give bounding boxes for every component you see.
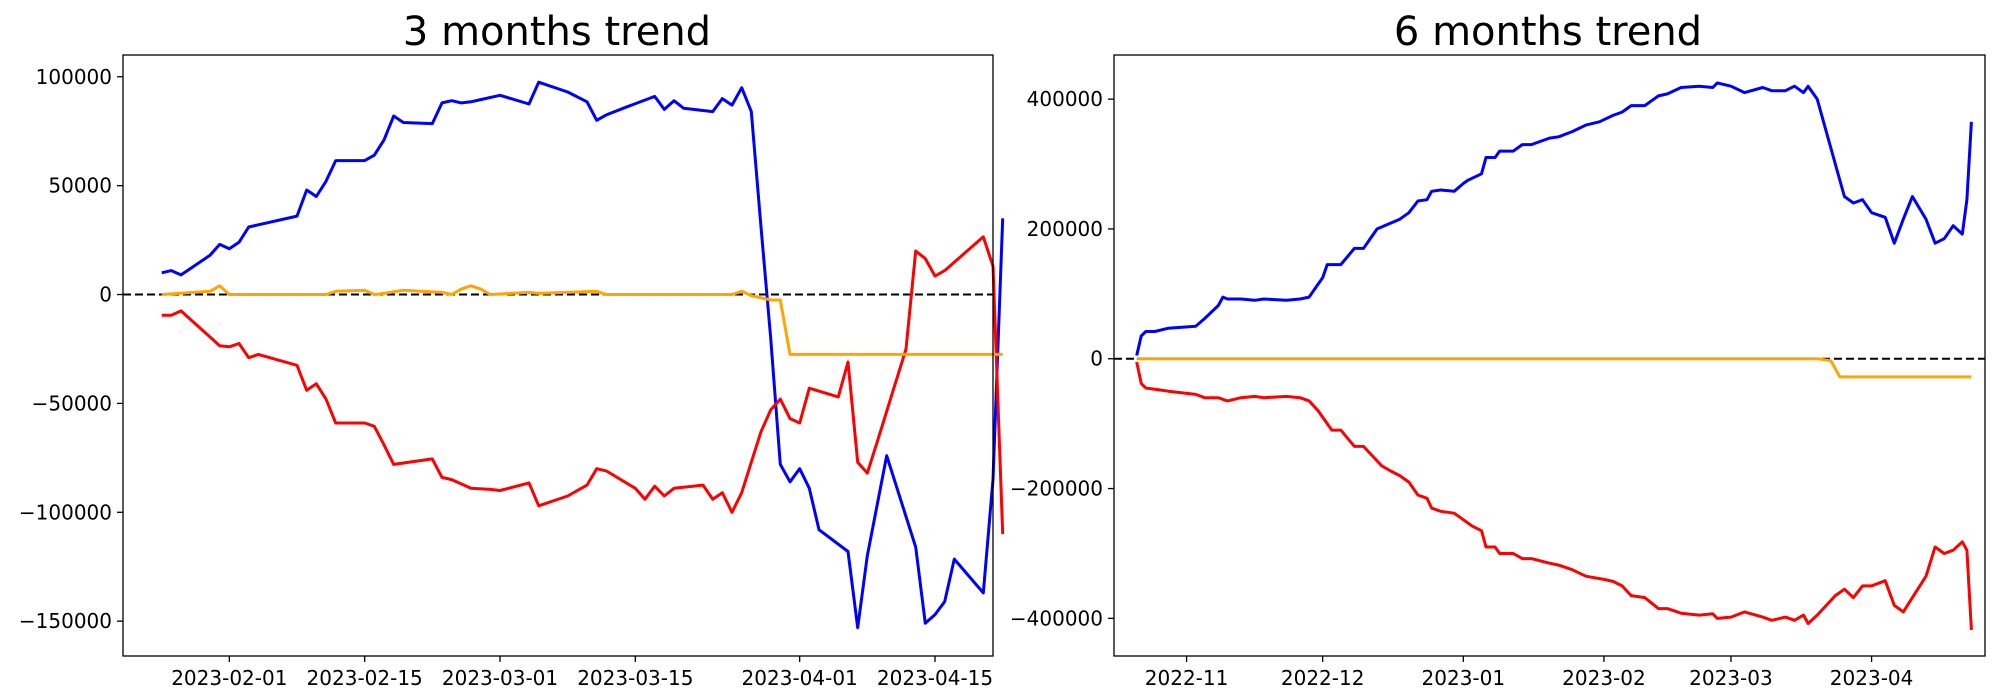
series-line-1 (1135, 81, 1973, 356)
x-tick-label: 2023-03-01 (442, 666, 558, 690)
x-tick-label: 2023-02-15 (307, 666, 423, 690)
series-line-3 (161, 284, 1003, 356)
x-tick-label: 2023-02-01 (171, 666, 287, 690)
y-tick-label: −50000 (32, 391, 112, 415)
y-tick-label: −400000 (1010, 606, 1103, 630)
x-tick-label: 2023-04 (1830, 666, 1914, 690)
y-tick-label: 0 (99, 283, 112, 307)
x-tick-label: 2022-11 (1145, 666, 1229, 690)
plot-area: 2022-11 2022-12 2023-01 2023-02 2023-03 2023-… (1010, 54, 1986, 690)
y-tick-label: −200000 (1010, 477, 1103, 501)
axes-frame (1113, 54, 1986, 657)
x-tick-label: 2022-12 (1281, 666, 1365, 690)
series-line-2 (1135, 361, 1973, 631)
series-line-3 (1136, 357, 1972, 379)
y-tick-label: 50000 (48, 174, 112, 198)
y-tick-label: 200000 (1027, 217, 1103, 241)
chart-title: 3 months trend (403, 9, 711, 55)
x-tick-label: 2023-03-15 (577, 666, 693, 690)
y-tick-label: −100000 (19, 500, 112, 524)
y-tick-label: 0 (1090, 347, 1103, 371)
series-line-1 (161, 80, 1005, 630)
x-tick-label: 2023-03 (1689, 666, 1773, 690)
axes-frame (122, 54, 994, 657)
x-tick-label: 2023-04-01 (742, 666, 858, 690)
x-tick-label: 2023-02 (1562, 666, 1646, 690)
series-line-2 (161, 235, 1005, 535)
y-tick-label: −150000 (19, 609, 112, 633)
chart-title: 6 months trend (1394, 9, 1702, 55)
panel-6-months: 6 months trend 2022-11 2022-12 2023-01 2023… (1010, 9, 1986, 690)
x-tick-label: 2023-04-15 (877, 666, 993, 690)
y-tick-label: 100000 (36, 65, 112, 89)
y-tick-label: 400000 (1027, 87, 1103, 111)
plot-area: 2023-02-01 2023-02-15 2023-03-01 2023-03-15… (19, 54, 1005, 690)
x-tick-label: 2023-01 (1422, 666, 1506, 690)
panel-3-months: 3 months trend 2023-02-01 2023-02-15 2023-… (19, 9, 1005, 690)
